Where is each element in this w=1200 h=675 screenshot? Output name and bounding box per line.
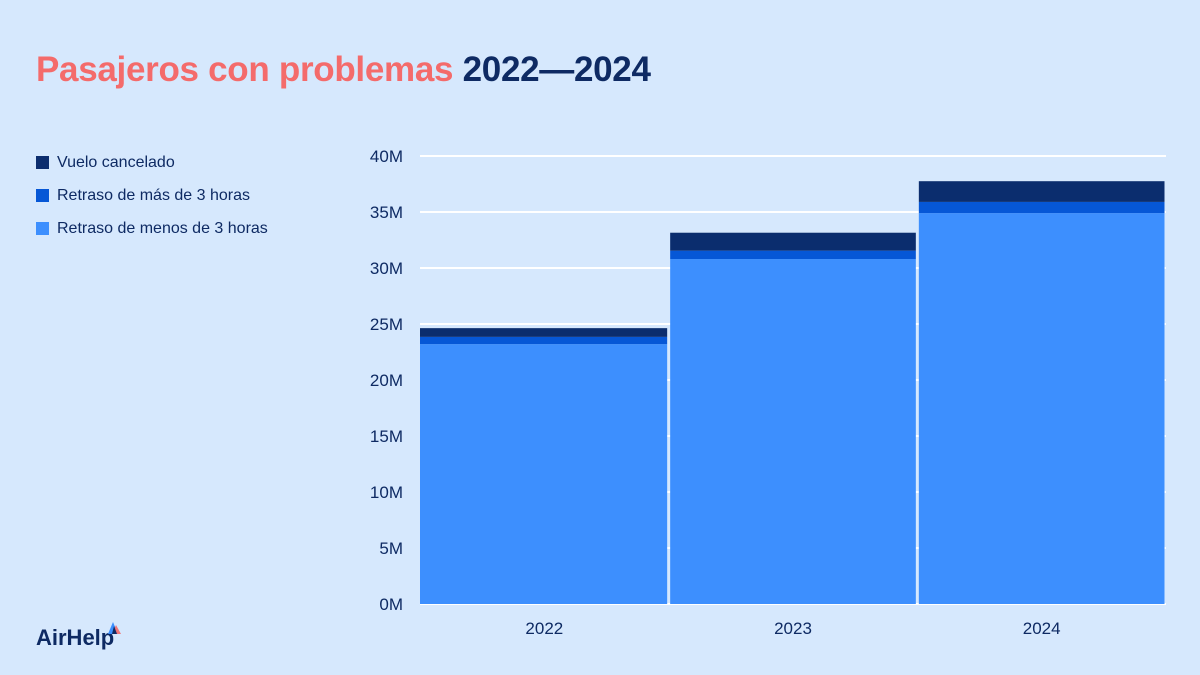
legend-swatch (36, 189, 49, 202)
y-tick-label: 40M (370, 147, 403, 166)
legend-label: Retraso de más de 3 horas (57, 186, 250, 204)
bar-segment-2024-0 (918, 213, 1165, 604)
legend: Vuelo cancelado Retraso de más de 3 hora… (36, 146, 268, 245)
x-tick-label: 2023 (774, 619, 812, 638)
bar-segment-2024-1 (918, 201, 1165, 214)
legend-item-cancelled: Vuelo cancelado (36, 146, 268, 179)
y-tick-label: 35M (370, 203, 403, 222)
y-tick-label: 20M (370, 371, 403, 390)
legend-label: Vuelo cancelado (57, 153, 175, 171)
title-main: Pasajeros con problemas (36, 50, 454, 89)
y-tick-label: 0M (379, 595, 403, 614)
legend-label: Retraso de menos de 3 horas (57, 219, 268, 237)
bar-segment-2023-0 (670, 259, 916, 604)
legend-item-under3h: Retraso de menos de 3 horas (36, 212, 268, 245)
legend-swatch (36, 222, 49, 235)
y-tick-label: 5M (379, 539, 403, 558)
bar-segment-2023-2 (670, 232, 916, 251)
legend-item-over3h: Retraso de más de 3 horas (36, 179, 268, 212)
bar-segment-2022-2 (420, 328, 668, 337)
x-tick-label: 2024 (1023, 619, 1061, 638)
legend-swatch (36, 156, 49, 169)
y-tick-label: 30M (370, 259, 403, 278)
y-tick-label: 10M (370, 483, 403, 502)
bar-segment-2022-1 (420, 336, 668, 345)
bar-segment-2023-1 (670, 250, 916, 260)
airhelp-logo: AirHelp (36, 625, 115, 650)
bar-segment-2022-0 (420, 344, 668, 604)
y-tick-label: 15M (370, 427, 403, 446)
y-tick-label: 25M (370, 315, 403, 334)
airhelp-logo-mark-icon (108, 622, 121, 634)
chart-title: Pasajeros con problemas 2022—2024 (36, 50, 651, 90)
title-years: 2022—2024 (462, 50, 651, 89)
bar-segment-2024-2 (918, 181, 1165, 202)
x-tick-label: 2022 (525, 619, 563, 638)
